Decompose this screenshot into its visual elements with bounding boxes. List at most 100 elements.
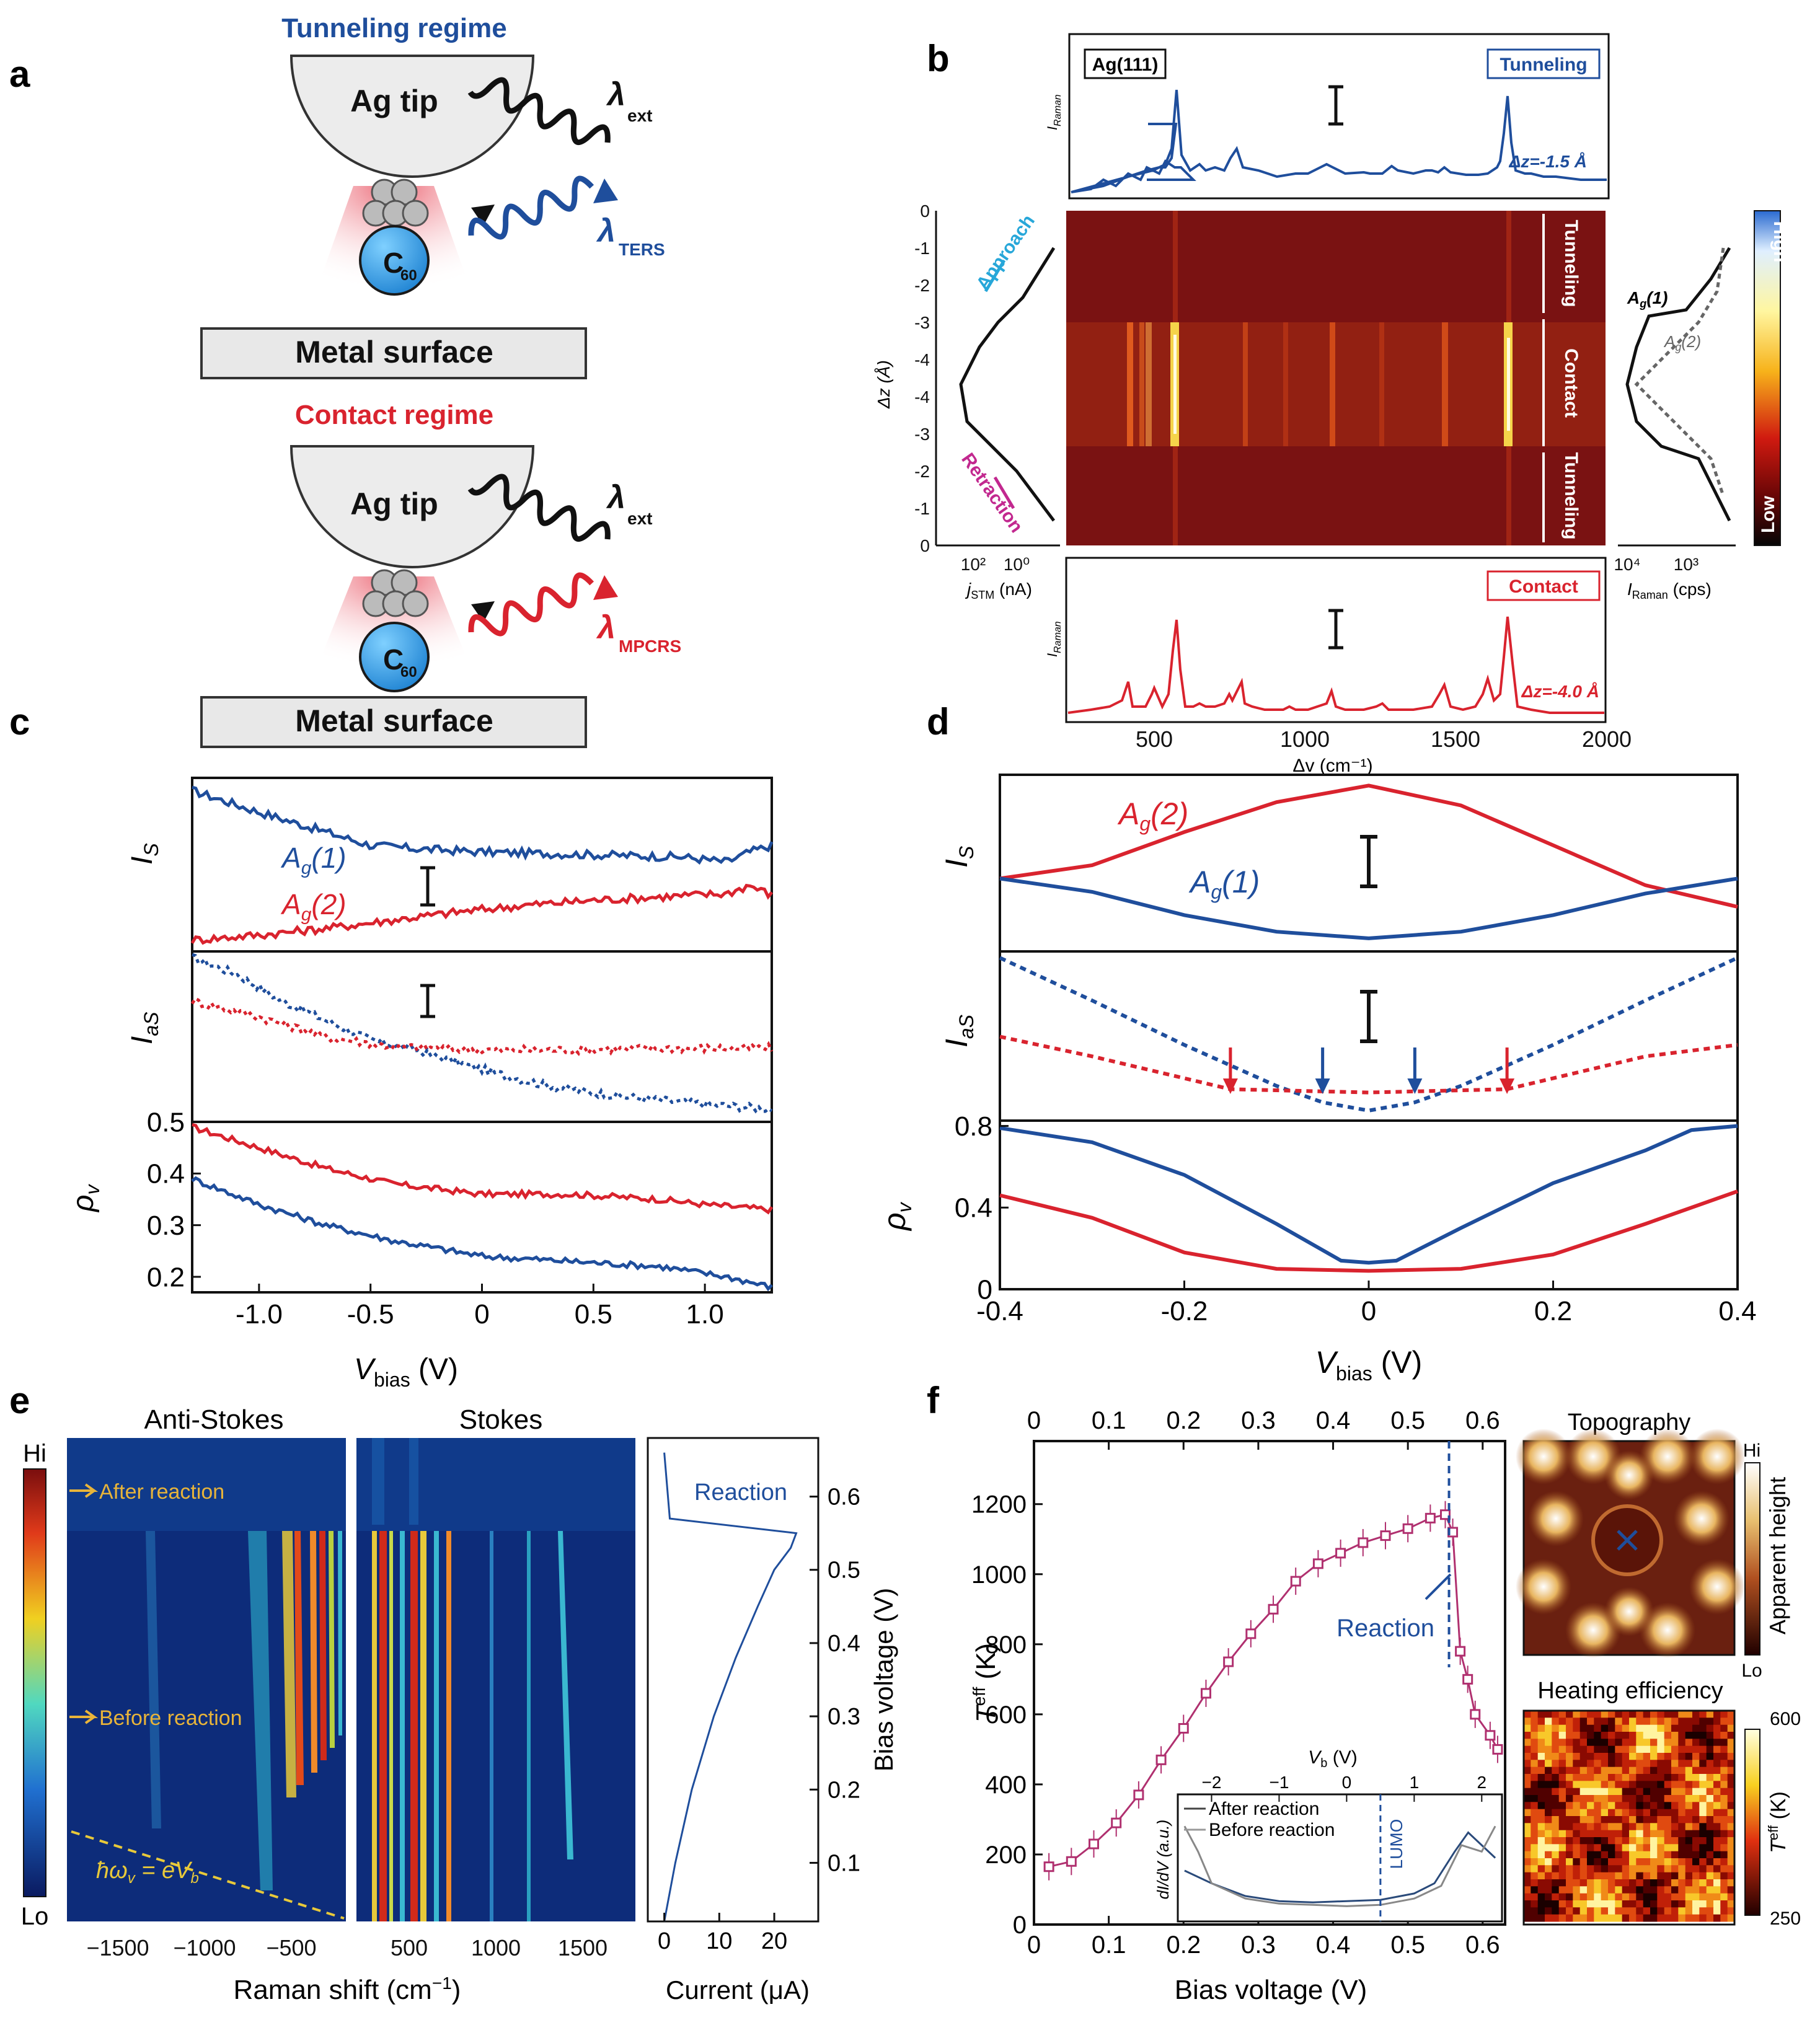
heat-pixel bbox=[1727, 1760, 1735, 1768]
c-y-tick: 0.3 bbox=[147, 1211, 185, 1241]
heat-pixel bbox=[1537, 1739, 1545, 1747]
heat-pixel bbox=[1537, 1872, 1545, 1880]
heat-pixel bbox=[1558, 1739, 1566, 1747]
f-inset-series-2 bbox=[1183, 1825, 1496, 1907]
heat-pixel bbox=[1713, 1788, 1721, 1796]
metal-surface-label-bottom: Metal surface bbox=[295, 703, 493, 738]
heat-pixel bbox=[1537, 1802, 1545, 1810]
heat-pixel bbox=[1657, 1760, 1665, 1768]
heat-pixel bbox=[1531, 1781, 1539, 1789]
heat-pixel bbox=[1671, 1837, 1679, 1845]
heat-pixel bbox=[1615, 1732, 1623, 1739]
heat-pixel bbox=[1706, 1774, 1714, 1781]
heat-pixel bbox=[1678, 1830, 1686, 1838]
heat-pixel bbox=[1537, 1900, 1545, 1908]
heat-pixel bbox=[1720, 1745, 1728, 1753]
heat-pixel bbox=[1622, 1795, 1630, 1802]
heat-pixel bbox=[1545, 1823, 1552, 1831]
heat-pixel bbox=[1657, 1809, 1665, 1817]
approach-arrow-icon bbox=[984, 259, 1006, 293]
heat-pixel bbox=[1720, 1809, 1728, 1817]
heat-pixel bbox=[1601, 1886, 1609, 1894]
heat-pixel bbox=[1727, 1844, 1735, 1852]
heat-pixel bbox=[1524, 1816, 1531, 1824]
heat-pixel bbox=[1664, 1774, 1672, 1781]
heat-pixel bbox=[1579, 1711, 1588, 1718]
heat-pixel bbox=[1636, 1914, 1644, 1922]
heat-pixel bbox=[1615, 1879, 1623, 1887]
contact-tag-text: Contact bbox=[1509, 576, 1578, 597]
b-heatmap-peak bbox=[1507, 338, 1510, 431]
ag-tip-shape-bottom bbox=[289, 445, 535, 568]
heating-map-frame bbox=[1522, 1709, 1736, 1926]
heat-pixel bbox=[1720, 1872, 1728, 1880]
heat-pixel bbox=[1545, 1830, 1552, 1838]
heat-pixel bbox=[1545, 1886, 1552, 1894]
heat-pixel bbox=[1573, 1830, 1581, 1838]
heat-pixel bbox=[1566, 1718, 1573, 1726]
heat-pixel bbox=[1594, 1830, 1602, 1838]
heat-pixel bbox=[1706, 1879, 1714, 1887]
heat-pixel bbox=[1678, 1851, 1686, 1859]
heat-pixel bbox=[1727, 1774, 1735, 1781]
heat-pixel bbox=[1587, 1766, 1594, 1775]
heat-pixel bbox=[1531, 1753, 1539, 1760]
heat-pixel bbox=[1531, 1830, 1539, 1838]
heat-pixel bbox=[1579, 1851, 1588, 1859]
heat-pixel bbox=[1678, 1900, 1686, 1908]
stokes-peak bbox=[372, 1531, 377, 1921]
heat-pixel bbox=[1601, 1753, 1609, 1760]
heat-pixel bbox=[1643, 1865, 1651, 1873]
heat-pixel bbox=[1636, 1879, 1644, 1887]
heat-pixel bbox=[1558, 1745, 1566, 1753]
heat-pixel bbox=[1608, 1893, 1615, 1901]
heat-pixel bbox=[1720, 1732, 1728, 1739]
heat-pixel bbox=[1720, 1830, 1728, 1838]
heat-pixel bbox=[1727, 1851, 1735, 1859]
heat-pixel bbox=[1629, 1745, 1637, 1753]
f-inset-x-label: Vb (V) bbox=[1308, 1747, 1357, 1770]
heat-pixel bbox=[1566, 1809, 1573, 1817]
e-bias-tick: 0.4 bbox=[828, 1631, 860, 1657]
heat-pixel bbox=[1720, 1907, 1728, 1915]
heat-pixel bbox=[1558, 1900, 1566, 1908]
heat-pixel bbox=[1643, 1879, 1651, 1887]
b-x-tick: 1500 bbox=[1431, 726, 1480, 752]
f-y-tick: 1200 bbox=[971, 1491, 1027, 1519]
heat-pixel bbox=[1629, 1732, 1637, 1739]
heat-pixel bbox=[1579, 1774, 1588, 1781]
heat-pixel bbox=[1594, 1907, 1602, 1915]
heat-pixel bbox=[1692, 1809, 1700, 1817]
c-frame bbox=[191, 777, 773, 1294]
heat-pixel bbox=[1713, 1879, 1721, 1887]
heat-pixel bbox=[1643, 1823, 1651, 1831]
heat-pixel bbox=[1601, 1724, 1609, 1732]
heat-pixel bbox=[1566, 1774, 1573, 1781]
heat-pixel bbox=[1566, 1886, 1573, 1894]
heat-pixel bbox=[1558, 1830, 1566, 1838]
heat-pixel bbox=[1727, 1745, 1735, 1753]
heat-pixel bbox=[1657, 1739, 1665, 1747]
b-heatmap-contact-band bbox=[1066, 322, 1606, 446]
f-inset-x-tick: −2 bbox=[1202, 1773, 1222, 1792]
heat-pixel bbox=[1636, 1802, 1644, 1810]
as-peak bbox=[294, 1531, 304, 1785]
heat-pixel bbox=[1671, 1802, 1679, 1810]
heat-pixel bbox=[1601, 1879, 1609, 1887]
heat-pixel bbox=[1558, 1823, 1566, 1831]
heat-pixel bbox=[1685, 1837, 1693, 1845]
heat-pixel bbox=[1573, 1809, 1581, 1817]
heat-pixel bbox=[1678, 1732, 1686, 1739]
heat-pixel bbox=[1587, 1745, 1594, 1753]
heat-pixel bbox=[1678, 1858, 1686, 1866]
heat-pixel bbox=[1622, 1774, 1630, 1781]
heat-pixel bbox=[1573, 1724, 1581, 1732]
heat-pixel bbox=[1671, 1879, 1679, 1887]
c-x-tick: -0.5 bbox=[347, 1299, 394, 1330]
f-data-point bbox=[1290, 1576, 1301, 1587]
heat-pixel bbox=[1524, 1809, 1531, 1817]
stokes-peak bbox=[409, 1438, 418, 1525]
as-peak bbox=[319, 1531, 327, 1760]
stokes-peak bbox=[372, 1438, 384, 1525]
heat-pixel bbox=[1537, 1718, 1545, 1726]
